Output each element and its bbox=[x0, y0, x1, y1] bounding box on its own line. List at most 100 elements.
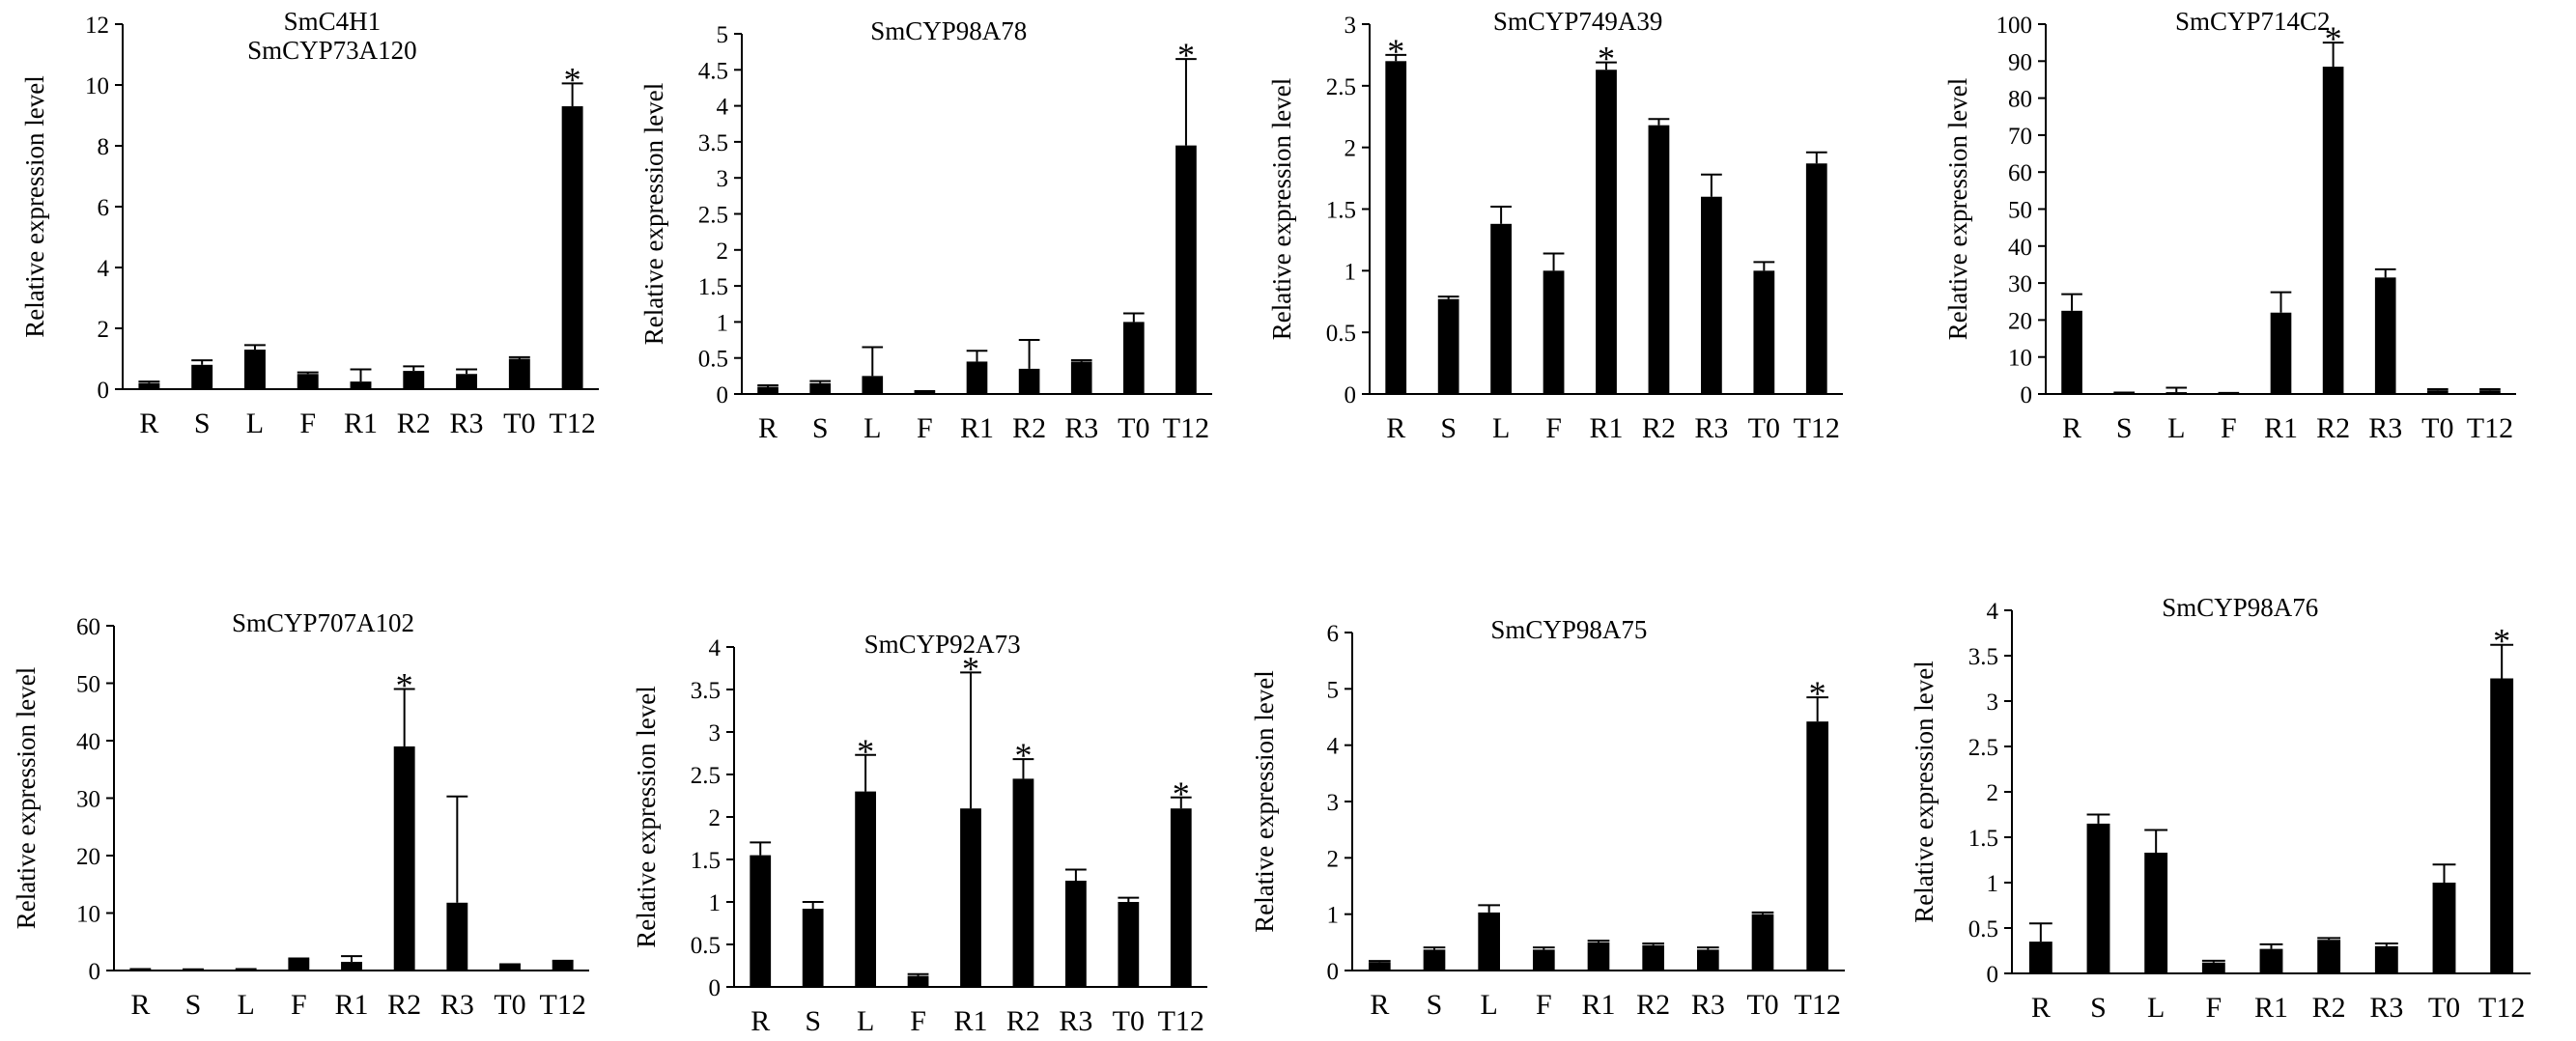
y-tick-label: 2 bbox=[1327, 846, 1340, 872]
x-tick-label: R3 bbox=[2368, 412, 2402, 444]
y-axis-label: Relative expression level bbox=[1267, 78, 1296, 340]
y-tick-label: 3 bbox=[709, 720, 722, 746]
bar bbox=[1806, 721, 1828, 971]
chart-title: SmC4H1 bbox=[284, 7, 382, 36]
y-tick-label: 2 bbox=[98, 317, 110, 343]
bar bbox=[2270, 312, 2292, 394]
y-tick-label: 3.5 bbox=[1968, 644, 1998, 670]
x-tick-label: S bbox=[185, 989, 202, 1021]
y-tick-label: 0.5 bbox=[1968, 916, 1998, 943]
bar bbox=[2317, 940, 2341, 973]
x-tick-label: T0 bbox=[1118, 412, 1149, 444]
x-tick-label: T12 bbox=[549, 408, 595, 439]
bar bbox=[914, 391, 936, 394]
y-tick-label: 6 bbox=[98, 195, 110, 221]
x-tick-label: R bbox=[2062, 412, 2081, 444]
y-tick-label: 2.5 bbox=[691, 763, 721, 789]
bar bbox=[552, 961, 574, 971]
x-tick-label: R2 bbox=[397, 408, 431, 439]
significance-star: * bbox=[2493, 622, 2510, 661]
x-tick-label: F bbox=[299, 408, 316, 439]
x-tick-label: R3 bbox=[1064, 412, 1098, 444]
chart-panel-1: 0 2 4 6 8 10 12 Relative expression level SmC4H1… bbox=[20, 7, 599, 439]
y-tick-label: 0 bbox=[717, 382, 729, 408]
x-tick-label: R bbox=[758, 412, 778, 444]
y-tick-label: 2 bbox=[1345, 136, 1357, 162]
bar bbox=[1751, 914, 1774, 971]
x-tick-label: R3 bbox=[450, 408, 484, 439]
bar bbox=[1018, 368, 1040, 394]
x-tick-label: S bbox=[1440, 412, 1457, 444]
x-tick-label: L bbox=[2147, 992, 2165, 1024]
y-tick-label: 50 bbox=[2008, 198, 2032, 224]
bar bbox=[862, 376, 884, 394]
x-tick-label: R2 bbox=[2316, 412, 2350, 444]
x-tick-label: S bbox=[194, 408, 211, 439]
y-axis-label: Relative expression level bbox=[632, 686, 661, 947]
bar bbox=[1805, 163, 1827, 394]
y-tick-label: 3.5 bbox=[698, 130, 728, 156]
x-tick-label: R1 bbox=[2264, 412, 2298, 444]
y-axis-label: Relative expression level bbox=[1250, 670, 1279, 932]
y-tick-label: 0 bbox=[1327, 959, 1340, 985]
x-tick-label: R bbox=[750, 1005, 770, 1037]
bar bbox=[243, 350, 266, 389]
significance-star: * bbox=[396, 665, 413, 704]
y-axis-label: Relative expression level bbox=[1943, 78, 1972, 340]
bar bbox=[1170, 808, 1192, 987]
bar bbox=[757, 386, 778, 394]
y-tick-label: 40 bbox=[2008, 235, 2032, 261]
y-tick-label: 2 bbox=[717, 239, 729, 265]
chart-title: SmCYP98A76 bbox=[2162, 593, 2318, 622]
y-axis-label: Relative expression level bbox=[1910, 661, 1939, 922]
y-tick-label: 10 bbox=[2008, 346, 2032, 372]
bar bbox=[2061, 310, 2082, 394]
y-tick-label: 0.5 bbox=[1326, 321, 1356, 347]
bar bbox=[191, 364, 213, 389]
bar bbox=[1385, 61, 1407, 395]
y-tick-label: 3.5 bbox=[691, 678, 721, 704]
x-tick-label: R3 bbox=[2369, 992, 2403, 1024]
chart-panel-6: 0 0.5 1 1.5 2 2.5 3 3.5 4 Relative expression lev… bbox=[632, 630, 1207, 1037]
bar bbox=[1543, 270, 1565, 394]
bar bbox=[2427, 390, 2449, 394]
bar bbox=[2028, 942, 2052, 973]
bar bbox=[855, 791, 876, 987]
x-tick-label: R2 bbox=[2312, 992, 2346, 1024]
y-tick-label: 1 bbox=[717, 310, 729, 336]
chart-title: SmCYP92A73 bbox=[864, 630, 1021, 659]
chart-panel-8: 0 0.5 1 1.5 2 2.5 3 3.5 4 Relative expression lev… bbox=[1910, 593, 2531, 1024]
x-tick-label: R2 bbox=[1006, 1005, 1040, 1037]
bar bbox=[966, 361, 988, 394]
bar bbox=[1478, 912, 1500, 971]
y-tick-label: 5 bbox=[717, 22, 729, 48]
chart-title: SmCYP98A75 bbox=[1490, 615, 1647, 644]
bar bbox=[1648, 125, 1670, 395]
x-tick-label: R1 bbox=[1589, 412, 1623, 444]
bar bbox=[2432, 883, 2456, 973]
y-tick-label: 8 bbox=[98, 134, 110, 160]
x-tick-label: R2 bbox=[1642, 412, 1676, 444]
y-tick-label: 30 bbox=[76, 787, 100, 813]
y-tick-label: 10 bbox=[85, 73, 109, 99]
x-tick-label: L bbox=[857, 1005, 874, 1037]
significance-star: * bbox=[1173, 774, 1190, 813]
significance-star: * bbox=[1387, 32, 1404, 70]
bar bbox=[2479, 390, 2501, 394]
y-tick-label: 0 bbox=[98, 378, 110, 404]
y-tick-label: 2.5 bbox=[1968, 735, 1998, 761]
bar bbox=[2201, 962, 2225, 973]
bar bbox=[350, 381, 372, 389]
x-tick-label: L bbox=[246, 408, 264, 439]
bar bbox=[2374, 945, 2398, 973]
y-tick-label: 20 bbox=[2008, 308, 2032, 334]
bar bbox=[2166, 392, 2188, 394]
bar bbox=[1012, 778, 1034, 987]
x-tick-label: R2 bbox=[1636, 989, 1670, 1021]
y-tick-label: 20 bbox=[76, 844, 100, 870]
bar bbox=[561, 106, 583, 390]
x-tick-label: S bbox=[2090, 992, 2107, 1024]
x-tick-label: R1 bbox=[334, 989, 368, 1021]
chart-title: SmCYP73A120 bbox=[247, 36, 417, 65]
